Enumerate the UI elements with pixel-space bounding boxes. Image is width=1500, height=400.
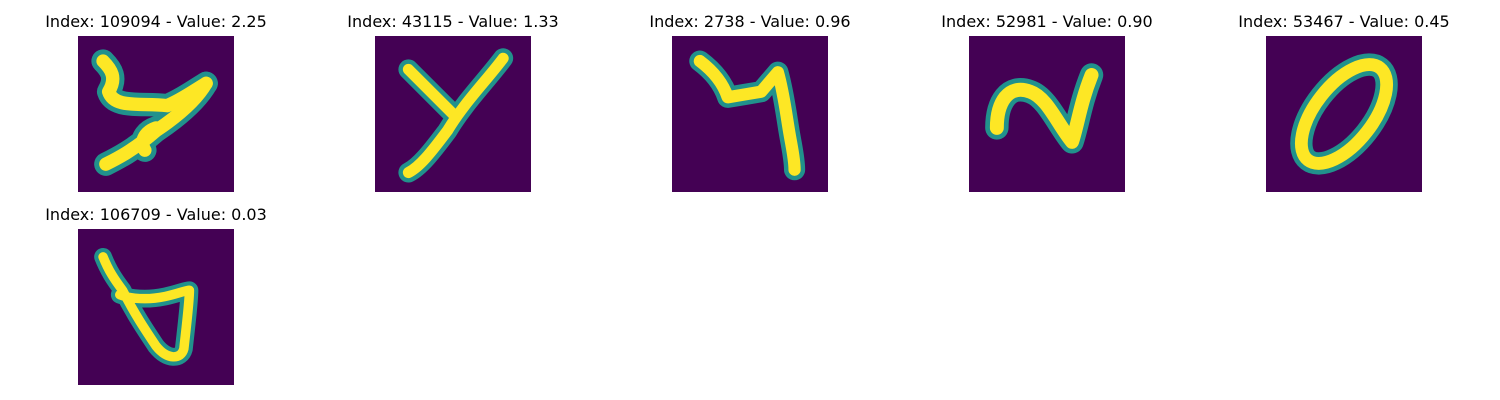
panel-title: Index: 2738 - Value: 0.96 [649, 12, 851, 31]
digit-stroke [1290, 53, 1398, 175]
image-background [1266, 36, 1422, 192]
digit-image [969, 36, 1125, 192]
panel-title: Index: 53467 - Value: 0.45 [1238, 12, 1450, 31]
image-panel-6: Index: 106709 - Value: 0.03 [41, 205, 301, 385]
panel-title: Index: 106709 - Value: 0.03 [45, 205, 267, 224]
digit-image [1266, 36, 1422, 192]
digit-stroke [985, 63, 1104, 154]
image-panel-5: Index: 53467 - Value: 0.45 [1229, 12, 1489, 192]
digit-image [78, 36, 234, 192]
digit-image [672, 36, 828, 192]
digit-stroke [398, 48, 514, 183]
image-panel-1: Index: 109094 - Value: 2.25 [41, 12, 301, 192]
panel-title: Index: 43115 - Value: 1.33 [347, 12, 559, 31]
image-panel-3: Index: 2738 - Value: 0.96 [635, 12, 895, 192]
digit-image [78, 229, 234, 385]
image-panel-4: Index: 52981 - Value: 0.90 [932, 12, 1192, 192]
image-panel-2: Index: 43115 - Value: 1.33 [338, 12, 598, 192]
digit-stroke [91, 49, 218, 176]
panel-title: Index: 109094 - Value: 2.25 [45, 12, 267, 31]
digit-stroke [689, 50, 806, 181]
panel-title: Index: 52981 - Value: 0.90 [941, 12, 1153, 31]
digit-stroke [94, 247, 199, 366]
digit-image [375, 36, 531, 192]
